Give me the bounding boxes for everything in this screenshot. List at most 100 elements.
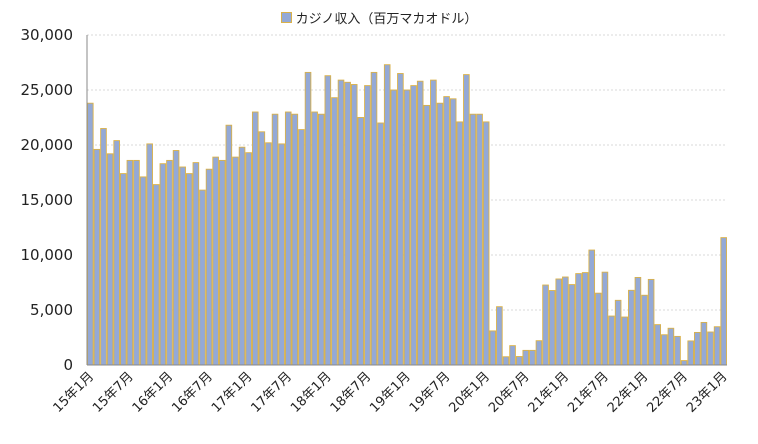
bar-8 — [139, 176, 147, 366]
x-tick-label-9: 19年7月 — [407, 369, 454, 416]
bar-9 — [146, 143, 153, 366]
bar-27 — [265, 142, 272, 366]
bar-47 — [397, 73, 404, 366]
bar-14 — [179, 166, 186, 366]
bar-89 — [674, 335, 681, 366]
y-tick-label-5: 25,000 — [21, 81, 74, 99]
x-tick-label-13: 21年7月 — [565, 369, 612, 416]
bar-56 — [456, 121, 464, 366]
bar-24 — [245, 152, 252, 366]
bar-43 — [370, 71, 378, 366]
y-tick-label-4: 20,000 — [21, 136, 74, 154]
bar-13 — [172, 150, 180, 366]
y-tick-label-3: 15,000 — [21, 191, 74, 209]
legend-label: カジノ収入（百万マカオドル） — [295, 12, 478, 27]
bar-20 — [218, 159, 226, 366]
bar-21 — [225, 124, 233, 366]
bar-70 — [548, 290, 556, 366]
bar-92 — [694, 331, 701, 366]
x-tick-label-2: 16年1月 — [130, 369, 177, 416]
x-tick-label-7: 18年7月 — [328, 369, 375, 416]
x-tick-label-16: 23年1月 — [684, 369, 731, 416]
bar-33 — [304, 71, 312, 366]
bar-63 — [502, 356, 510, 366]
bar-55 — [449, 98, 457, 366]
y-tick-label-0: 0 — [63, 356, 73, 374]
bar-67 — [529, 349, 536, 366]
bar-38 — [337, 79, 345, 366]
bar-76 — [588, 249, 596, 366]
bar-41 — [357, 117, 365, 366]
x-tick-label-8: 19年1月 — [367, 369, 414, 416]
bar-49 — [410, 85, 417, 366]
bar-16 — [192, 162, 200, 366]
bar-69 — [542, 284, 549, 366]
bar-57 — [463, 74, 470, 366]
bar-52 — [430, 79, 437, 366]
bar-22 — [232, 156, 239, 366]
bar-23 — [238, 146, 246, 366]
bar-81 — [621, 316, 629, 366]
bar-4 — [113, 140, 120, 366]
bar-46 — [390, 89, 398, 366]
bar-28 — [271, 113, 279, 366]
bar-19 — [212, 156, 219, 366]
bar-78 — [601, 271, 609, 366]
bar-84 — [641, 294, 648, 366]
bar-74 — [575, 273, 582, 366]
x-axis-tick-labels: 15年1月15年7月16年1月16年7月17年1月17年7月18年1月18年7月… — [51, 369, 731, 416]
bar-1 — [93, 148, 101, 366]
x-tick-label-6: 18年1月 — [288, 369, 335, 416]
bar-29 — [278, 143, 285, 366]
bar-75 — [581, 272, 589, 366]
bar-91 — [687, 340, 694, 366]
bar-73 — [568, 284, 576, 366]
x-tick-label-12: 21年1月 — [526, 369, 573, 416]
x-tick-label-11: 20年7月 — [486, 369, 533, 416]
bar-series — [87, 64, 727, 366]
bar-77 — [595, 292, 602, 366]
x-tick-label-1: 15年7月 — [90, 369, 137, 416]
bar-3 — [106, 153, 114, 366]
bar-58 — [469, 113, 477, 366]
bar-72 — [562, 276, 569, 366]
bar-86 — [654, 324, 662, 366]
bar-34 — [311, 111, 318, 366]
bar-93 — [700, 321, 708, 366]
bar-53 — [436, 102, 444, 366]
x-tick-label-14: 22年1月 — [605, 369, 652, 416]
bar-88 — [667, 327, 675, 366]
bar-11 — [159, 163, 167, 366]
bar-18 — [205, 168, 213, 366]
bar-68 — [535, 340, 543, 366]
bar-40 — [350, 84, 358, 366]
legend-swatch — [280, 12, 292, 23]
y-tick-label-6: 30,000 — [21, 26, 74, 44]
axes — [86, 35, 727, 366]
bar-7 — [133, 159, 140, 366]
bar-62 — [496, 306, 503, 366]
bar-37 — [331, 97, 338, 366]
bar-66 — [522, 349, 530, 366]
bar-80 — [614, 299, 622, 366]
bar-65 — [515, 356, 523, 366]
bar-36 — [324, 75, 332, 366]
bar-44 — [377, 122, 384, 366]
bar-71 — [555, 278, 563, 366]
bar-45 — [383, 64, 391, 366]
bar-96 — [720, 237, 727, 366]
bar-31 — [291, 113, 299, 366]
y-tick-label-2: 10,000 — [21, 246, 74, 264]
bar-50 — [416, 80, 424, 366]
x-tick-label-4: 17年1月 — [209, 369, 256, 416]
bar-90 — [680, 360, 688, 366]
bar-39 — [344, 81, 351, 366]
bar-26 — [258, 131, 266, 366]
bar-10 — [152, 184, 160, 366]
bar-12 — [166, 159, 173, 366]
x-tick-label-0: 15年1月 — [51, 369, 98, 416]
x-tick-label-10: 20年1月 — [446, 369, 493, 416]
bar-15 — [185, 173, 193, 366]
